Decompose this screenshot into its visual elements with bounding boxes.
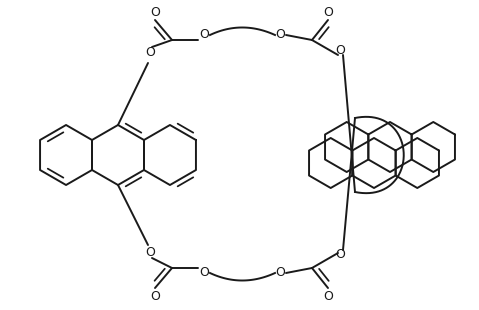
Text: O: O (335, 249, 345, 262)
Text: O: O (150, 290, 160, 303)
Text: O: O (150, 6, 160, 19)
Text: O: O (199, 267, 209, 280)
Text: O: O (145, 246, 155, 259)
Text: O: O (275, 29, 285, 42)
Text: O: O (323, 6, 333, 19)
Text: O: O (199, 28, 209, 41)
Text: O: O (145, 46, 155, 60)
Text: O: O (335, 43, 345, 56)
Text: O: O (275, 267, 285, 280)
Text: O: O (323, 290, 333, 303)
